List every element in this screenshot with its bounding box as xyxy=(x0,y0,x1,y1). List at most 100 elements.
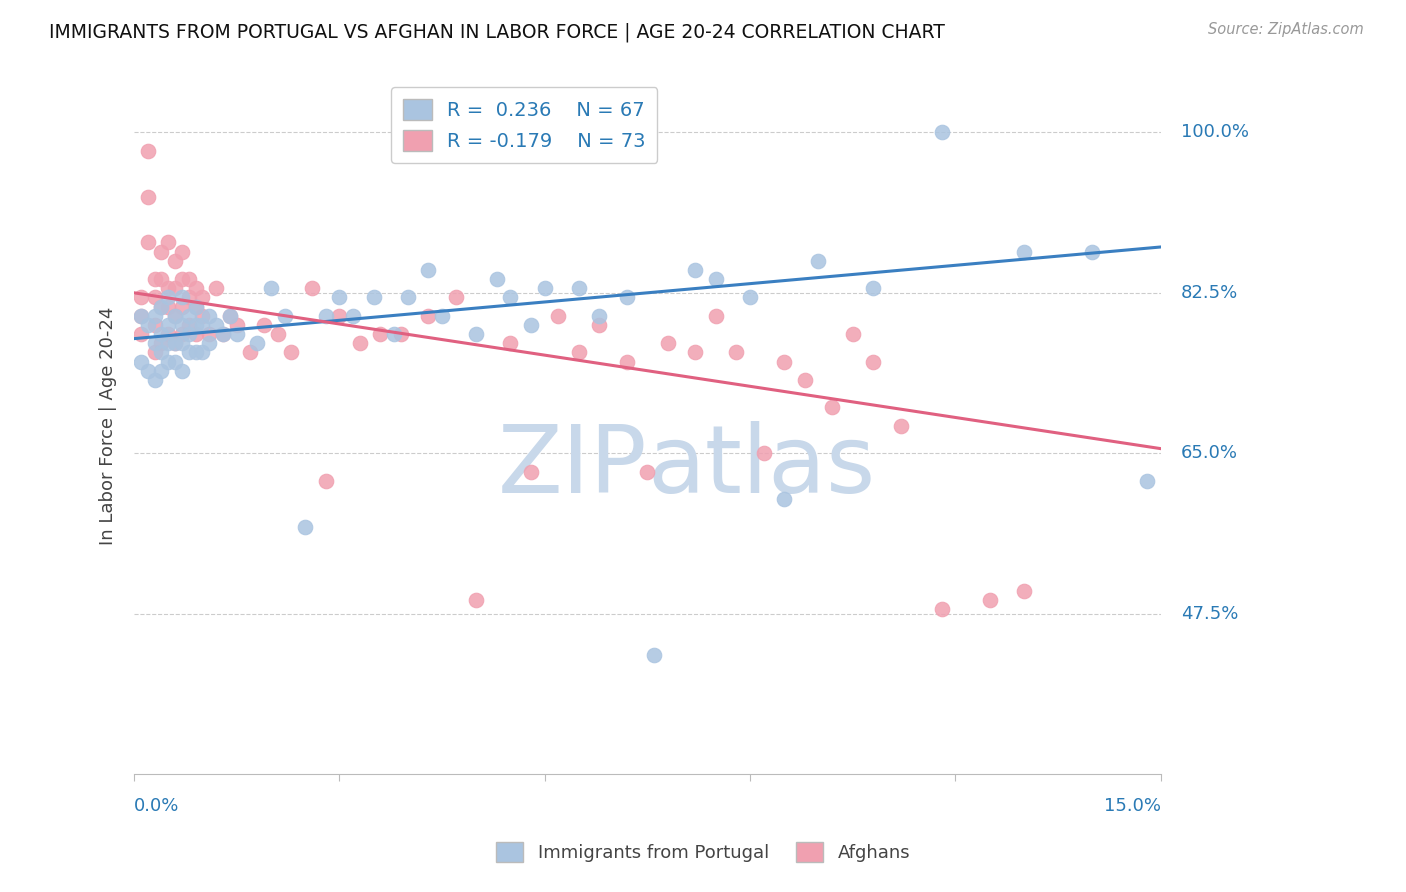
Point xyxy=(773,354,796,368)
Text: 82.5%: 82.5% xyxy=(1181,284,1239,301)
Point xyxy=(370,327,392,342)
Point xyxy=(568,281,591,295)
Point xyxy=(165,309,187,323)
Point xyxy=(191,309,214,323)
Point xyxy=(177,309,200,323)
Point xyxy=(328,290,350,304)
Point xyxy=(129,309,152,323)
Point xyxy=(465,592,488,607)
Point xyxy=(280,345,302,359)
Point xyxy=(246,336,269,351)
Legend: R =  0.236    N = 67, R = -0.179    N = 73: R = 0.236 N = 67, R = -0.179 N = 73 xyxy=(391,87,658,162)
Point xyxy=(177,272,200,286)
Point xyxy=(1136,474,1159,488)
Point xyxy=(315,474,337,488)
Point xyxy=(129,327,152,342)
Point xyxy=(136,318,159,332)
Point xyxy=(184,300,207,314)
Point xyxy=(738,290,761,304)
Point xyxy=(143,318,166,332)
Point xyxy=(430,309,453,323)
Point xyxy=(821,401,844,415)
Point xyxy=(683,345,706,359)
Point xyxy=(253,318,276,332)
Point xyxy=(841,327,863,342)
Point xyxy=(239,345,262,359)
Text: 47.5%: 47.5% xyxy=(1181,605,1239,623)
Point xyxy=(129,354,152,368)
Point xyxy=(198,327,221,342)
Point xyxy=(157,235,180,250)
Point xyxy=(315,309,337,323)
Point xyxy=(862,281,884,295)
Point xyxy=(157,327,180,342)
Point xyxy=(150,300,173,314)
Point xyxy=(129,290,152,304)
Point xyxy=(979,592,1001,607)
Point xyxy=(191,290,214,304)
Point xyxy=(588,318,610,332)
Y-axis label: In Labor Force | Age 20-24: In Labor Force | Age 20-24 xyxy=(100,307,117,545)
Point xyxy=(143,290,166,304)
Point xyxy=(520,318,543,332)
Point xyxy=(616,290,638,304)
Point xyxy=(170,290,193,304)
Point xyxy=(683,263,706,277)
Point xyxy=(150,336,173,351)
Point xyxy=(177,318,200,332)
Point xyxy=(136,144,159,158)
Point xyxy=(328,309,350,323)
Text: Source: ZipAtlas.com: Source: ZipAtlas.com xyxy=(1208,22,1364,37)
Point xyxy=(184,300,207,314)
Point xyxy=(547,309,569,323)
Point xyxy=(931,602,953,616)
Point xyxy=(382,327,405,342)
Point xyxy=(205,318,228,332)
Point xyxy=(773,491,796,506)
Point xyxy=(225,318,247,332)
Point xyxy=(465,327,488,342)
Point xyxy=(143,345,166,359)
Point xyxy=(520,465,543,479)
Point xyxy=(157,300,180,314)
Point xyxy=(150,244,173,259)
Point xyxy=(143,309,166,323)
Point xyxy=(157,281,180,295)
Point xyxy=(177,290,200,304)
Text: 65.0%: 65.0% xyxy=(1181,444,1239,462)
Point xyxy=(807,253,830,268)
Point xyxy=(616,354,638,368)
Point xyxy=(218,309,240,323)
Point xyxy=(396,290,419,304)
Point xyxy=(342,309,364,323)
Point xyxy=(862,354,884,368)
Point xyxy=(150,327,173,342)
Point xyxy=(170,300,193,314)
Point xyxy=(170,327,193,342)
Point xyxy=(260,281,283,295)
Point xyxy=(191,345,214,359)
Point xyxy=(499,336,522,351)
Point xyxy=(704,309,727,323)
Point xyxy=(418,309,440,323)
Text: atlas: atlas xyxy=(647,422,876,514)
Point xyxy=(143,272,166,286)
Text: 100.0%: 100.0% xyxy=(1181,123,1249,142)
Point xyxy=(889,418,911,433)
Point xyxy=(725,345,748,359)
Point xyxy=(704,272,727,286)
Point xyxy=(212,327,235,342)
Point xyxy=(294,519,316,533)
Point xyxy=(657,336,679,351)
Point xyxy=(301,281,323,295)
Point xyxy=(165,336,187,351)
Point xyxy=(418,263,440,277)
Point xyxy=(588,309,610,323)
Text: 15.0%: 15.0% xyxy=(1104,797,1160,815)
Point xyxy=(1012,244,1035,259)
Point xyxy=(273,309,295,323)
Legend: Immigrants from Portugal, Afghans: Immigrants from Portugal, Afghans xyxy=(489,835,917,870)
Point xyxy=(533,281,555,295)
Text: IMMIGRANTS FROM PORTUGAL VS AFGHAN IN LABOR FORCE | AGE 20-24 CORRELATION CHART: IMMIGRANTS FROM PORTUGAL VS AFGHAN IN LA… xyxy=(49,22,945,42)
Point xyxy=(157,290,180,304)
